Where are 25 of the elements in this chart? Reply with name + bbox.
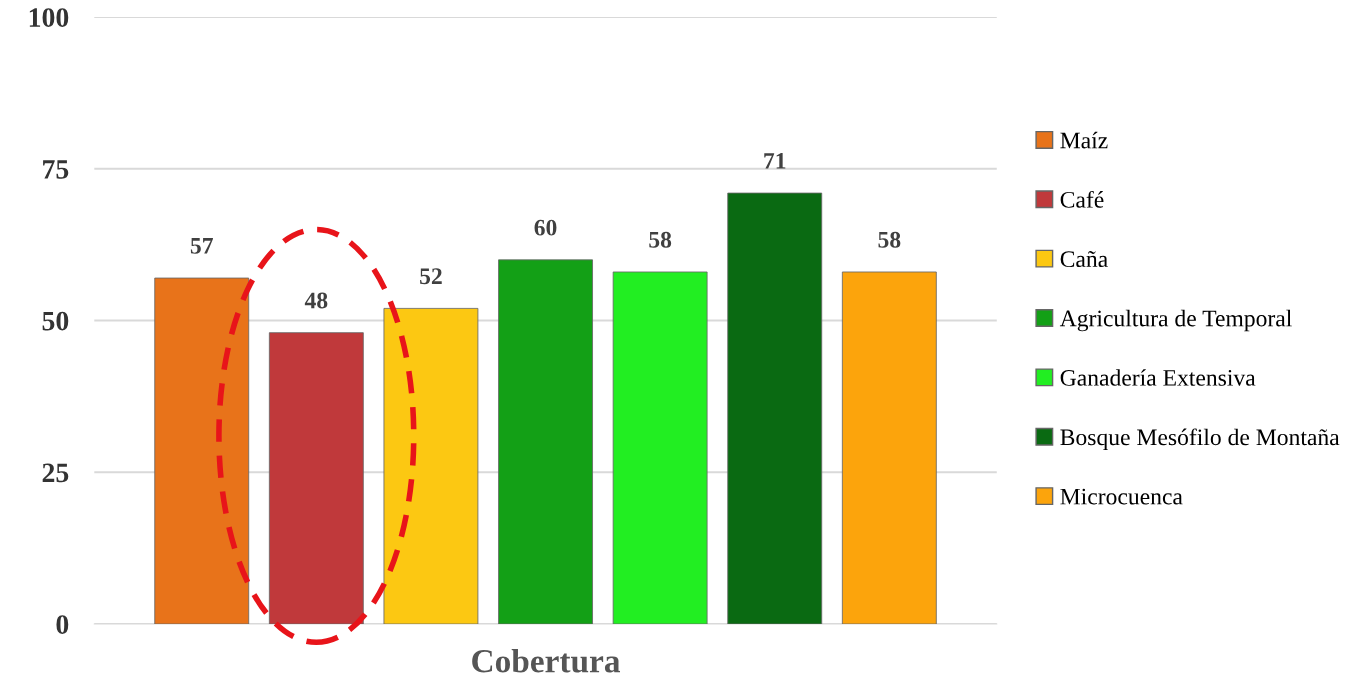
data-label: 48 [304,292,328,309]
data-label: 57 [190,238,213,254]
data-label: 58 [649,231,672,248]
data-label: 52 [420,268,442,285]
y-tick-label: 25 [42,463,69,483]
legend-label: Café [1060,190,1104,208]
legend-label: Ganadería Extensiva [1060,369,1256,386]
legend-label: Agricultura de Temporal [1059,309,1292,332]
y-tick-label: 50 [42,311,69,331]
x-tick-label: Cobertura [472,649,621,673]
bar [727,192,823,625]
bar [268,332,364,625]
legend-label: Caña [1060,250,1108,268]
bar [841,271,937,625]
data-label: 71 [764,153,786,169]
data-label: 60 [534,219,557,236]
legend-label: Maíz [1060,131,1108,149]
y-tick-label: 100 [29,8,69,27]
y-tick-label: 0 [56,615,69,634]
bar [498,259,593,625]
data-label: 58 [878,231,901,248]
legend-label: Bosque Mesófilo de Montaña [1060,428,1340,451]
y-tick-label: 75 [43,160,69,179]
legend-label: Microcuenca [1060,488,1183,505]
bar [612,271,708,625]
